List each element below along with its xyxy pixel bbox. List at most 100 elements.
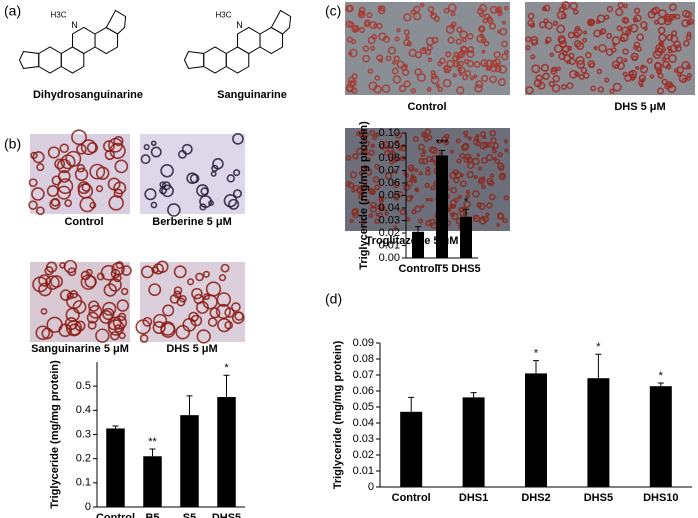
micrograph <box>135 260 245 344</box>
cell <box>199 203 207 211</box>
cell <box>587 60 596 68</box>
x-tick-label: DHS5 <box>584 492 613 504</box>
cell <box>356 147 364 155</box>
cell <box>456 86 465 95</box>
error-bar <box>439 150 445 156</box>
cell <box>435 83 440 88</box>
cell <box>622 71 628 77</box>
cell <box>32 276 49 293</box>
y-tick-label: 0.04 <box>353 417 374 429</box>
bar <box>460 216 472 258</box>
cell <box>107 177 121 191</box>
cell <box>95 185 104 193</box>
cell <box>113 188 124 199</box>
significance: * <box>534 348 539 360</box>
error-bar <box>415 226 421 232</box>
cell <box>403 80 411 88</box>
cell <box>531 64 541 74</box>
error-bar <box>533 360 539 374</box>
cell <box>419 2 425 8</box>
cell <box>391 151 397 156</box>
cell <box>393 193 400 201</box>
cell <box>590 85 597 92</box>
cell <box>107 319 125 336</box>
cell <box>437 86 443 92</box>
cell <box>561 1 571 10</box>
cell <box>372 135 377 141</box>
cell <box>418 218 424 224</box>
cell <box>638 74 647 82</box>
bar <box>143 456 162 507</box>
cell <box>113 135 124 147</box>
cell <box>349 171 358 179</box>
cell <box>202 270 210 278</box>
cell <box>684 11 693 19</box>
significance: * <box>659 370 664 382</box>
cell <box>490 137 497 144</box>
cell <box>348 21 355 28</box>
image-caption: Sanguinarine 5 μM <box>31 343 129 355</box>
cell <box>427 57 433 63</box>
y-tick-label: 0.09 <box>379 139 400 151</box>
cell <box>525 45 531 51</box>
cell <box>685 34 692 41</box>
ring <box>259 26 284 55</box>
cell <box>492 58 502 67</box>
cell <box>89 163 106 180</box>
cell <box>447 3 457 13</box>
cell <box>425 219 432 227</box>
micrograph <box>28 129 130 216</box>
cell <box>652 50 662 60</box>
x-tick-label: Control <box>398 263 437 275</box>
cell <box>431 36 439 44</box>
cell <box>503 139 509 144</box>
y-tick-label: 0.06 <box>379 177 400 189</box>
cell <box>462 142 470 150</box>
cell <box>114 159 129 174</box>
cell <box>563 54 572 63</box>
cell <box>40 307 48 315</box>
cell <box>425 197 430 202</box>
cell <box>631 55 638 62</box>
cell <box>400 64 408 71</box>
cell <box>499 27 508 36</box>
error-bar <box>186 395 193 416</box>
panel-label: (c) <box>325 3 341 19</box>
cell <box>203 293 211 301</box>
atom-label: N <box>236 20 243 30</box>
cell <box>120 287 129 296</box>
cell <box>369 129 376 136</box>
cell <box>496 5 502 11</box>
cell <box>623 3 628 9</box>
cell <box>38 282 52 297</box>
cell <box>478 217 487 225</box>
image-caption: DHS 5 μM <box>166 343 217 355</box>
cell <box>152 320 166 335</box>
cell <box>489 75 497 84</box>
cell <box>629 69 638 78</box>
cell <box>683 40 690 47</box>
cell <box>480 157 488 164</box>
y-tick-label: 0.05 <box>379 189 400 201</box>
cell <box>383 150 391 157</box>
cell <box>496 212 504 220</box>
cell <box>218 274 227 282</box>
cell <box>664 83 671 90</box>
cell <box>461 143 469 152</box>
cell <box>549 52 555 58</box>
cell <box>430 157 435 163</box>
bar <box>587 378 610 487</box>
cell <box>379 198 384 204</box>
cell <box>188 311 199 323</box>
cell <box>412 179 417 184</box>
cell <box>537 81 546 90</box>
cell <box>481 176 486 181</box>
ring <box>237 26 261 55</box>
cell <box>89 201 97 209</box>
cell <box>456 158 462 164</box>
cell <box>403 29 410 36</box>
cell <box>121 265 132 276</box>
cell <box>410 88 416 94</box>
cell <box>378 195 385 202</box>
cell <box>414 51 423 59</box>
